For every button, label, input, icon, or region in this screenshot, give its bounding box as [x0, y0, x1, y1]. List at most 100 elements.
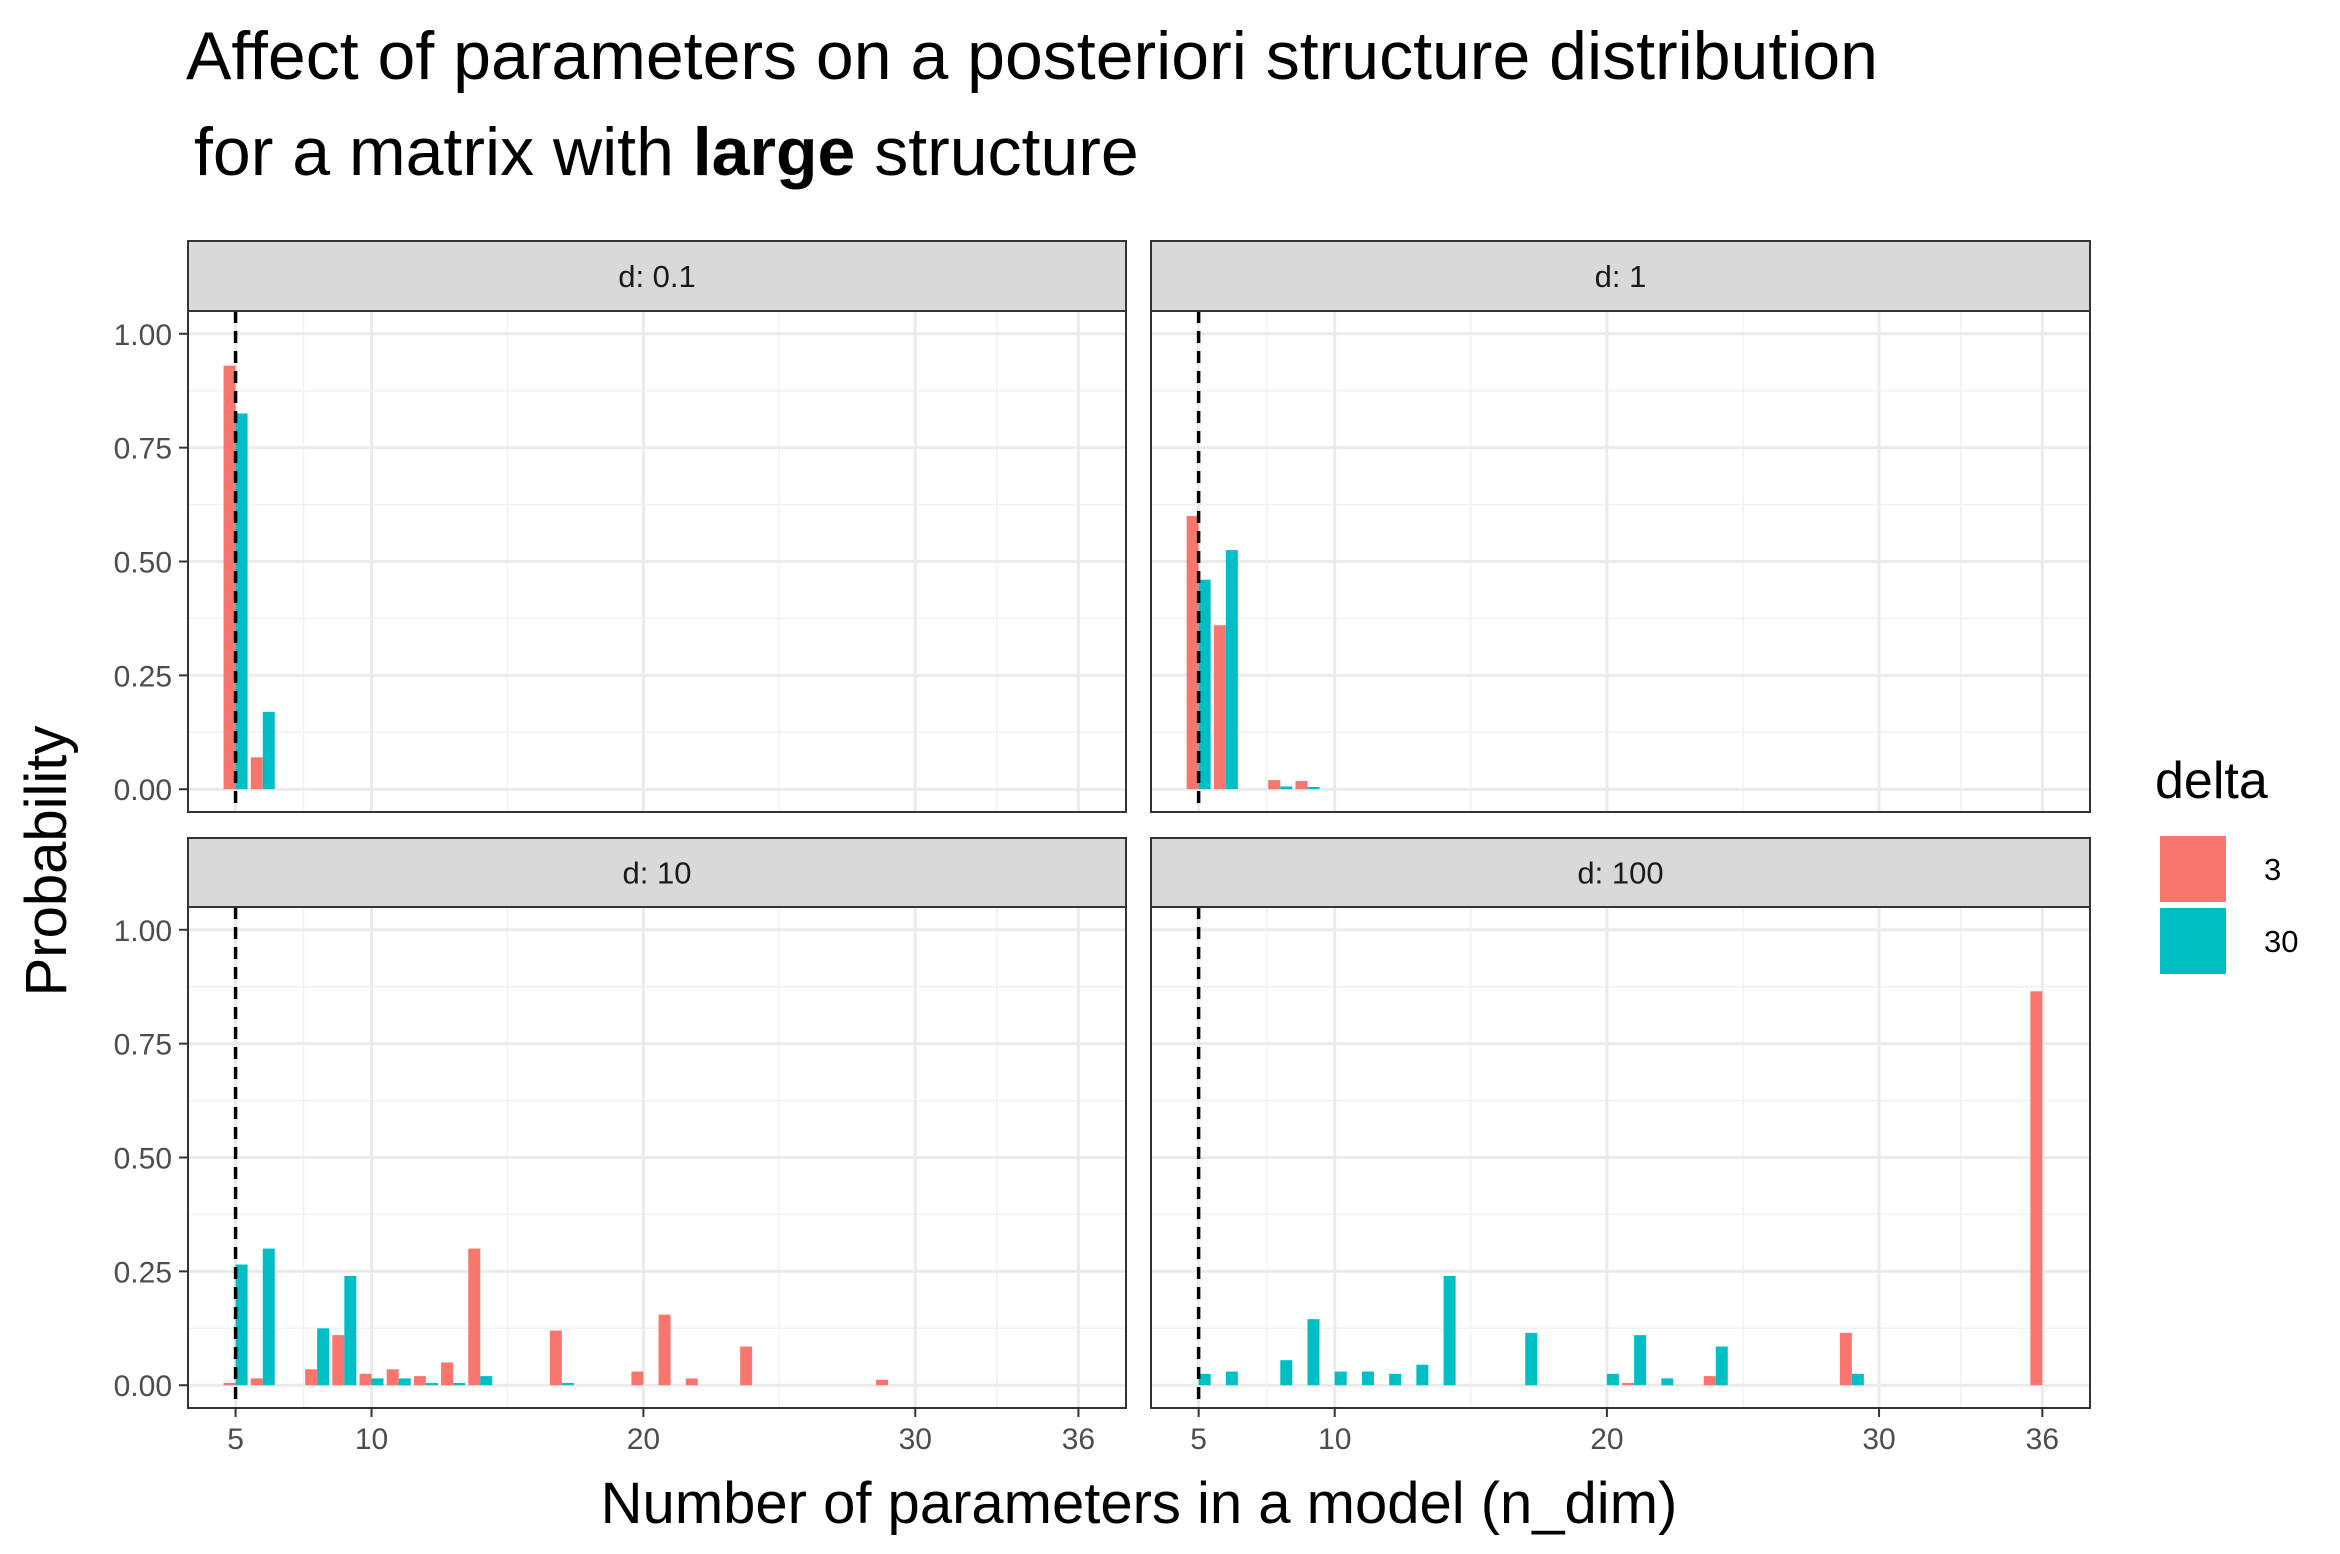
- bar: [1361, 1371, 1374, 1386]
- bar: [250, 1378, 263, 1386]
- legend-swatch: [2160, 836, 2226, 902]
- x-tick-label: 30: [899, 1423, 932, 1456]
- bar: [453, 1382, 466, 1386]
- x-tick-label: 10: [1318, 1423, 1351, 1456]
- bar: [1225, 550, 1238, 790]
- bar: [561, 1382, 574, 1386]
- y-tick-label: 0.50: [114, 547, 172, 580]
- facet-strip-label: d: 10: [623, 856, 692, 891]
- y-tick-label: 1.00: [114, 319, 172, 352]
- bar: [1839, 1332, 1852, 1386]
- bar: [1634, 1335, 1647, 1386]
- x-tick-label: 5: [227, 1423, 244, 1456]
- bar: [1198, 579, 1211, 790]
- bar: [262, 711, 275, 790]
- x-tick-label: 20: [1590, 1423, 1623, 1456]
- legend-title: delta: [2155, 752, 2268, 810]
- chart-title-line1: Affect of parameters on a posteriori str…: [186, 18, 1878, 94]
- facet-strip: [1150, 837, 2091, 908]
- facet-strip: [187, 240, 1127, 312]
- bar: [1622, 1382, 1635, 1386]
- bar: [235, 413, 248, 790]
- panel-border: [1150, 310, 2091, 813]
- y-tick-label: 0.00: [114, 774, 172, 807]
- bar: [1186, 515, 1199, 790]
- facet-strip-label: d: 0.1: [618, 259, 696, 294]
- x-tick-label: 36: [1062, 1423, 1095, 1456]
- bar: [1525, 1332, 1538, 1386]
- y-tick-label: 0.75: [114, 1029, 172, 1062]
- panel-border: [1150, 906, 2091, 1409]
- x-tick-label: 36: [2026, 1423, 2059, 1456]
- bar: [413, 1376, 426, 1386]
- bar: [425, 1382, 438, 1386]
- chart-title-line2: for a matrix with large structure: [186, 104, 1878, 200]
- bar: [685, 1378, 698, 1386]
- chart-title-line2-bold: large: [692, 114, 856, 190]
- bar: [371, 1378, 384, 1386]
- x-tick-label: 5: [1190, 1423, 1207, 1456]
- facet-strip: [187, 837, 1127, 908]
- bar: [262, 1248, 275, 1386]
- y-tick-label: 0.50: [114, 1143, 172, 1176]
- bar: [305, 1369, 318, 1386]
- chart-title-line2-suffix: structure: [855, 114, 1139, 190]
- bar: [223, 365, 236, 790]
- x-tick-label: 10: [355, 1423, 388, 1456]
- bar: [1661, 1378, 1674, 1386]
- y-tick-label: 1.00: [114, 915, 172, 948]
- bar: [344, 1275, 357, 1386]
- chart-title: Affect of parameters on a posteriori str…: [186, 8, 1878, 200]
- bar: [1225, 1371, 1238, 1386]
- y-tick-label: 0.75: [114, 433, 172, 466]
- bar: [1268, 780, 1281, 790]
- bar: [359, 1373, 372, 1386]
- bar: [1198, 1373, 1211, 1386]
- bar: [250, 757, 263, 790]
- bar: [740, 1346, 753, 1386]
- x-tick-label: 30: [1862, 1423, 1895, 1456]
- facet-strip-label: d: 1: [1595, 259, 1647, 294]
- chart-title-line2-prefix: for a matrix with: [194, 114, 693, 190]
- bar: [441, 1362, 454, 1386]
- bar: [386, 1369, 399, 1386]
- bar: [398, 1378, 411, 1386]
- bar: [1416, 1364, 1429, 1386]
- x-tick-label: 20: [627, 1423, 660, 1456]
- bar: [1307, 786, 1320, 790]
- legend-swatch: [2160, 908, 2226, 974]
- bar: [332, 1335, 345, 1386]
- bar: [1606, 1373, 1619, 1386]
- bar: [2030, 991, 2043, 1386]
- x-axis-title: Number of parameters in a model (n_dim): [601, 1471, 1678, 1536]
- bar: [549, 1330, 562, 1386]
- bar: [468, 1248, 481, 1386]
- bar: [658, 1314, 671, 1386]
- bar: [235, 1264, 248, 1386]
- y-axis-title: Probability: [14, 726, 79, 997]
- bar: [876, 1379, 889, 1386]
- bar: [1443, 1275, 1456, 1386]
- facet-strip: [1150, 240, 2091, 312]
- bar: [317, 1328, 330, 1386]
- y-tick-label: 0.25: [114, 660, 172, 693]
- bar: [1280, 1360, 1293, 1386]
- bar: [1295, 781, 1308, 790]
- bar: [480, 1376, 493, 1386]
- bar: [631, 1371, 644, 1386]
- bar: [1213, 625, 1226, 790]
- bar: [1307, 1319, 1320, 1386]
- y-tick-label: 0.25: [114, 1256, 172, 1289]
- bar: [223, 1382, 236, 1386]
- bar: [1715, 1346, 1728, 1386]
- bar: [1389, 1373, 1402, 1386]
- legend-label: 3: [2264, 852, 2281, 887]
- facet-strip-label: d: 100: [1577, 856, 1663, 891]
- bar: [1280, 786, 1293, 790]
- bar: [1851, 1373, 1864, 1386]
- bar: [1334, 1371, 1347, 1386]
- y-tick-label: 0.00: [114, 1370, 172, 1403]
- bar: [1703, 1376, 1716, 1386]
- legend-label: 30: [2264, 924, 2298, 959]
